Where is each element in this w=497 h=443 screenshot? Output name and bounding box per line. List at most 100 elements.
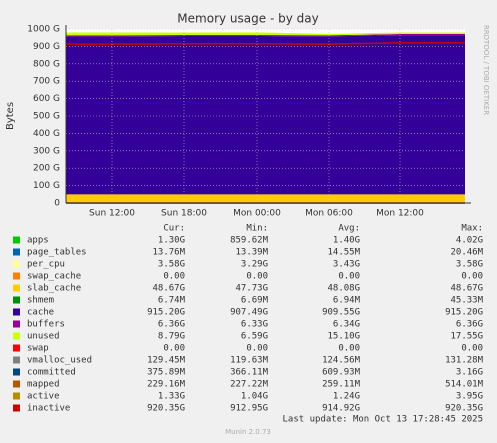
legend-name: apps: [27, 236, 49, 246]
x-tick-label: Mon 06:00: [305, 209, 353, 219]
stat-header: Cur:: [163, 224, 185, 234]
legend-swatch: [13, 344, 20, 352]
legend-stat: 124.56M: [322, 356, 361, 366]
legend-stat: 0.00: [163, 272, 185, 282]
legend-stat: 0.00: [246, 344, 268, 354]
legend-swatch: [13, 404, 20, 412]
legend-swatch: [13, 308, 20, 316]
area: [66, 194, 465, 203]
legend-stat: 47.73G: [235, 284, 268, 294]
y-tick-label: 600 G: [33, 94, 60, 104]
legend-stat: 907.49G: [230, 308, 268, 318]
y-tick-label: 100 G: [33, 181, 60, 191]
legend-stat: 259.11M: [322, 380, 361, 390]
legend-name: per_cpu: [27, 260, 65, 270]
legend-stat: 48.67G: [450, 284, 483, 294]
legend-stat: 915.20G: [445, 308, 483, 318]
y-tick-label: 1000 G: [27, 25, 60, 35]
legend-stat: 0.00: [246, 272, 268, 282]
legend-stat: 0.00: [461, 272, 483, 282]
legend-stat: 366.11M: [230, 368, 269, 378]
legend-stat: 3.43G: [333, 260, 360, 270]
legend-stat: 8.79G: [158, 332, 185, 342]
legend-stat: 229.16M: [147, 380, 186, 390]
legend-stat: 6.59G: [241, 332, 268, 342]
legend-swatch: [13, 332, 20, 340]
y-tick-label: 700 G: [33, 77, 60, 87]
legend-name: cache: [27, 308, 54, 318]
legend-swatch: [13, 284, 20, 292]
legend-stat: 6.69M: [241, 296, 269, 306]
y-axis-label: Bytes: [5, 102, 16, 130]
legend-stat: 6.33G: [241, 320, 268, 330]
x-tick-label: Sun 18:00: [161, 209, 207, 219]
legend-stat: 129.45M: [147, 356, 186, 366]
y-tick-label: 0: [54, 199, 60, 209]
stat-header: Avg:: [338, 224, 360, 234]
legend-stat: 4.02G: [456, 236, 483, 246]
legend-stat: 0.00: [461, 344, 483, 354]
legend-stat: 6.34G: [333, 320, 360, 330]
legend-stat: 859.62M: [230, 236, 269, 246]
legend-stat: 1.30G: [158, 236, 185, 246]
legend-name: swap_cache: [27, 272, 81, 282]
legend-stat: 17.55G: [450, 332, 483, 342]
legend-name: page_tables: [27, 248, 87, 258]
y-tick-label: 900 G: [33, 42, 60, 52]
legend-name: unused: [27, 332, 60, 342]
legend-swatch: [13, 380, 20, 388]
legend-stat: 609.93M: [322, 368, 361, 378]
legend-stat: 3.58G: [158, 260, 185, 270]
stat-header: Min:: [246, 224, 268, 234]
legend-stat: 119.63M: [230, 356, 269, 366]
y-tick-label: 300 G: [33, 146, 60, 156]
chart-title: Memory usage - by day: [177, 12, 318, 26]
legend-stat: 14.55M: [327, 248, 360, 258]
legend-stat: 20.46M: [450, 248, 483, 258]
legend-stat: 15.10G: [327, 332, 360, 342]
legend-stat: 914.92G: [322, 404, 360, 414]
legend-stat: 6.36G: [456, 320, 483, 330]
legend-swatch: [13, 260, 20, 268]
legend-stat: 514.01M: [445, 380, 484, 390]
stat-header: Max:: [461, 224, 483, 234]
legend-name: mapped: [27, 380, 60, 390]
legend-stat: 3.95G: [456, 392, 483, 402]
legend-stat: 375.89M: [147, 368, 186, 378]
version: Munin 2.0.73: [225, 428, 271, 436]
legend-swatch: [13, 248, 20, 256]
y-tick-label: 500 G: [33, 112, 60, 122]
legend-stat: 3.58G: [456, 260, 483, 270]
legend-name: committed: [27, 368, 76, 378]
legend-stat: 48.08G: [327, 284, 360, 294]
legend-swatch: [13, 356, 20, 364]
legend-stat: 13.76M: [152, 248, 185, 258]
legend-swatch: [13, 236, 20, 244]
legend-stat: 909.55G: [322, 308, 360, 318]
area: [66, 33, 465, 37]
x-tick-label: Mon 00:00: [233, 209, 281, 219]
footer: Last update: Mon Oct 13 17:28:45 2025: [283, 415, 483, 425]
legend-stat: 912.95G: [230, 404, 268, 414]
area: [66, 32, 465, 36]
legend-name: active: [27, 392, 60, 402]
legend-name: vmalloc_used: [27, 356, 92, 366]
y-tick-label: 200 G: [33, 164, 60, 174]
area: [66, 35, 465, 195]
legend-stat: 0.00: [163, 344, 185, 354]
legend-stat: 45.33M: [450, 296, 483, 306]
legend-stat: 3.16G: [456, 368, 483, 378]
legend-name: slab_cache: [27, 284, 81, 294]
legend-name: buffers: [27, 320, 65, 330]
x-tick-label: Sun 12:00: [89, 209, 135, 219]
legend-swatch: [13, 296, 20, 304]
legend-stat: 227.22M: [230, 380, 269, 390]
legend-stat: 1.33G: [158, 392, 185, 402]
legend-stat: 1.40G: [333, 236, 360, 246]
y-tick-label: 400 G: [33, 129, 60, 139]
legend-stat: 0.00: [338, 272, 360, 282]
legend-stat: 1.24G: [333, 392, 360, 402]
x-tick-label: Mon 12:00: [376, 209, 424, 219]
legend-stat: 131.28M: [445, 356, 484, 366]
